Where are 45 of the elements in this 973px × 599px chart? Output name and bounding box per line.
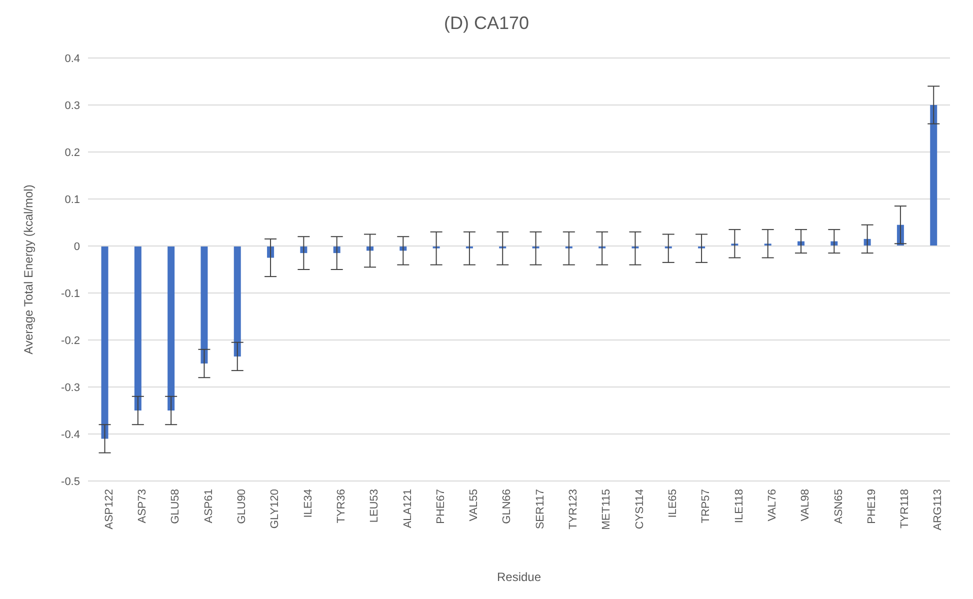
bar: [200, 246, 208, 364]
x-tick-label: TRP57: [700, 489, 712, 524]
x-tick-label: ALA121: [402, 489, 414, 528]
x-tick-label: GLN66: [501, 489, 514, 524]
bar: [101, 246, 108, 439]
x-tick-label: VAL76: [766, 489, 778, 522]
y-tick-label: 0.2: [64, 146, 80, 159]
bar: [134, 246, 142, 410]
x-tick-label: PHE67: [434, 489, 447, 524]
x-tick-label: CYS114: [634, 489, 646, 530]
y-tick-label: 0: [74, 240, 80, 253]
y-tick-label: 0.4: [64, 52, 80, 65]
x-tick-label: ILE65: [667, 489, 679, 518]
x-tick-label: ASP61: [202, 489, 215, 524]
y-tick-label: 0.1: [64, 194, 80, 206]
x-tick-label: ARG113: [932, 489, 944, 530]
bar: [234, 246, 241, 356]
bar: [168, 246, 175, 410]
chart-title: (D) CA170: [442, 12, 530, 35]
x-tick-label: LEU53: [368, 489, 381, 523]
x-tick-label: VAL55: [468, 489, 480, 522]
y-axis-title: Average Total Energy (kcal/mol): [21, 184, 36, 354]
y-tick-label: -0.4: [61, 428, 80, 441]
x-tick-label: GLU58: [170, 489, 182, 524]
x-tick-label: TYR36: [335, 489, 348, 524]
x-tick-label: MET115: [600, 489, 613, 530]
x-tick-label: VAL98: [800, 489, 812, 522]
x-tick-label: TYR118: [899, 489, 912, 529]
x-tick-label: GLU90: [236, 489, 248, 524]
y-tick-label: -0.1: [61, 288, 80, 300]
x-tick-label: ASP73: [136, 489, 149, 524]
x-tick-label: PHE19: [866, 489, 878, 524]
y-tick-label: -0.2: [61, 334, 80, 347]
bar: [930, 105, 938, 246]
x-tick-label: ASP122: [103, 489, 116, 530]
x-tick-label: ASN65: [832, 489, 845, 524]
y-tick-label: -0.5: [61, 476, 80, 488]
x-tick-label: TYR123: [568, 489, 580, 530]
x-tick-label: SER117: [534, 489, 546, 530]
y-tick-label: 0.3: [64, 100, 80, 112]
x-tick-label: ILE118: [733, 489, 746, 524]
x-tick-label: GLY120: [269, 489, 282, 529]
x-axis-title: Residue: [496, 570, 542, 584]
x-tick-label: ILE34: [302, 489, 314, 518]
y-tick-label: -0.3: [61, 382, 80, 394]
